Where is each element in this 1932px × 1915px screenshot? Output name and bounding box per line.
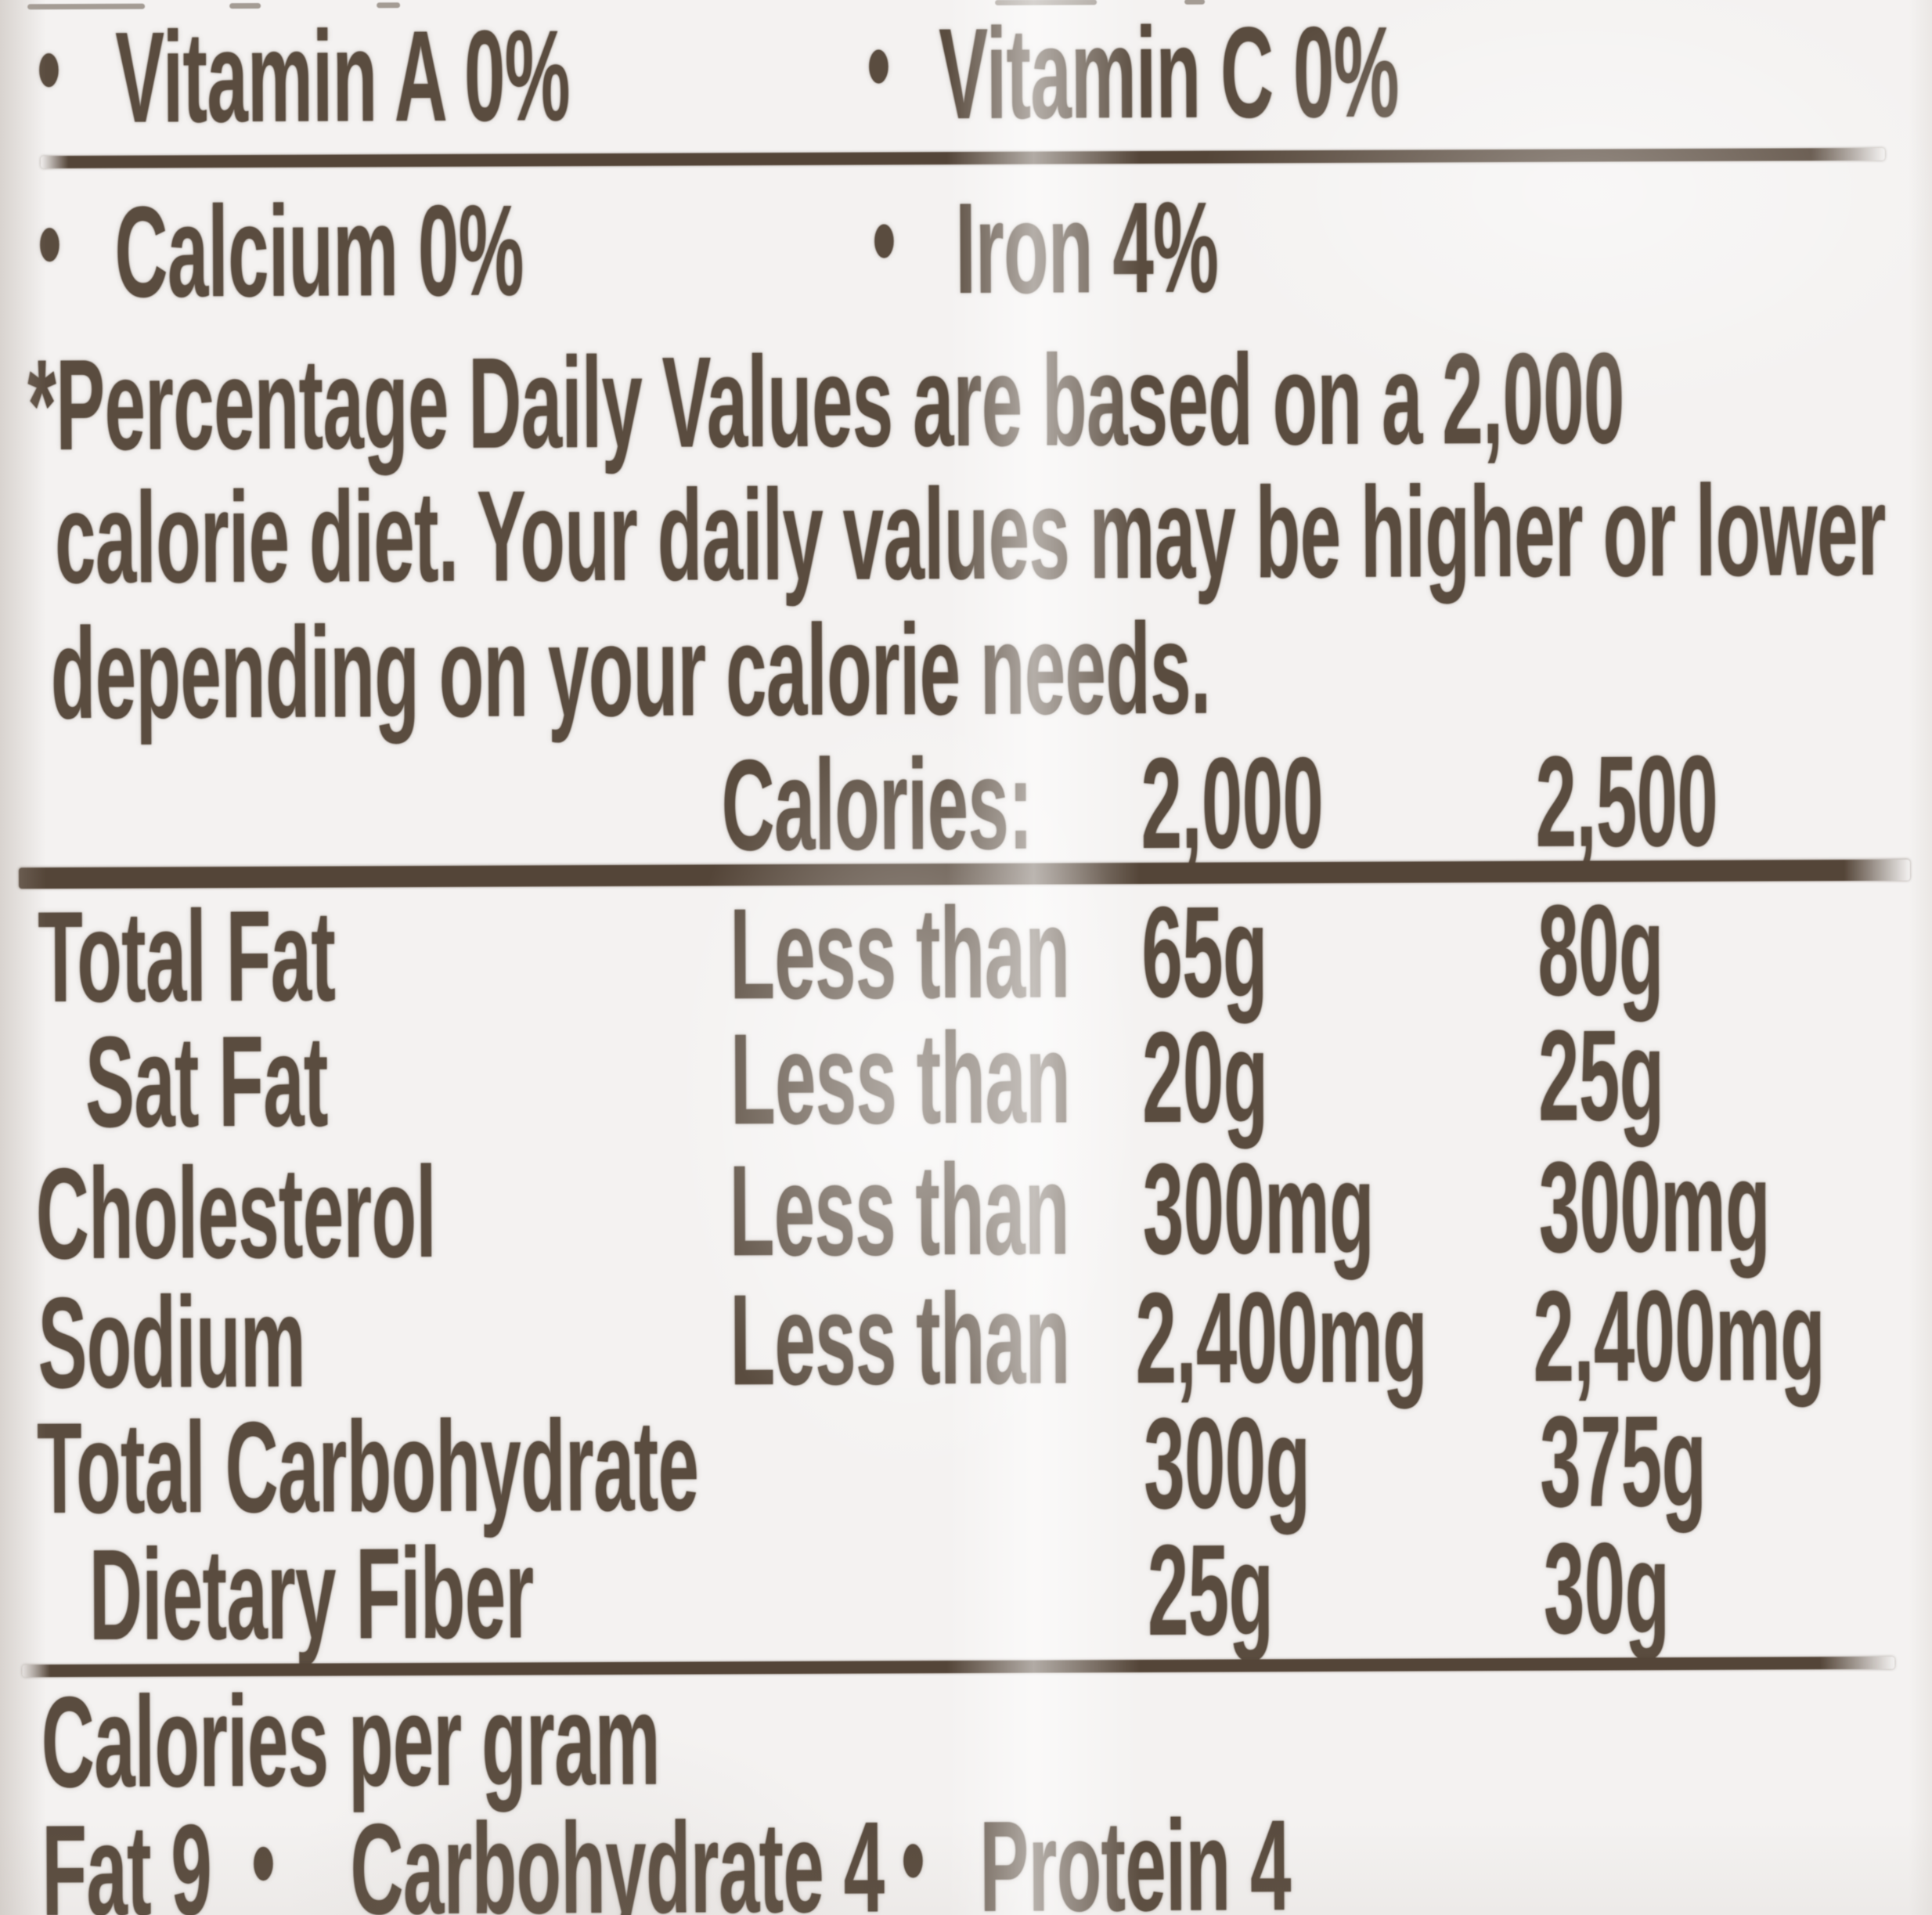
footnote-line-1: *Percentage Daily Values are based on a … <box>27 326 1625 478</box>
dv-header-2000: 2,000 <box>1141 730 1324 876</box>
dv-value-2000: 65g <box>1141 879 1268 1025</box>
dv-nutrient: Total Carbohydrate <box>36 1393 699 1541</box>
calories-per-gram-heading: Calories per gram <box>41 1667 661 1815</box>
dv-value-2000: 300mg <box>1142 1135 1375 1282</box>
dv-header-calories-label: Calories: <box>721 731 1033 878</box>
dv-table-row: Dietary Fiber 25g 30g <box>3 1516 1932 1667</box>
dv-value-2500: 2,400mg <box>1533 1263 1826 1408</box>
footnote-line-3: depending on your calorie needs. <box>50 596 1211 746</box>
divider-rule <box>40 147 1885 169</box>
dv-qualifier: Less than <box>730 1266 1070 1412</box>
calories-per-gram-protein: Protein 4 <box>979 1793 1292 1915</box>
micronutrient-vitamin-a: Vitamin A 0% <box>115 3 571 150</box>
bullet-icon: • <box>38 177 62 309</box>
footnote-line-2: calorie diet. Your daily values may be h… <box>54 457 1887 611</box>
calories-per-gram-fat: Fat 9 <box>41 1798 212 1915</box>
micronutrient-calcium: Calcium 0% <box>114 178 524 324</box>
dv-value-2500: 30g <box>1543 1516 1670 1661</box>
dv-qualifier: Less than <box>729 1137 1070 1283</box>
dv-value-2000: 2,400mg <box>1135 1264 1428 1411</box>
dv-nutrient: Total Fat <box>38 883 336 1030</box>
micronutrient-vitamin-c: Vitamin C 0% <box>939 0 1400 146</box>
dv-value-2500: 80g <box>1537 878 1664 1022</box>
dv-nutrient: Dietary Fiber <box>88 1520 534 1667</box>
dv-value-2500: 300mg <box>1538 1134 1771 1279</box>
bullet-icon: • <box>901 1793 925 1915</box>
dv-table-row: Sodium Less than 2,400mg 2,400mg <box>2 1263 1932 1416</box>
dv-value-2500: 375g <box>1539 1388 1707 1534</box>
dv-qualifier: Less than <box>730 880 1070 1026</box>
dv-header-2500: 2,500 <box>1535 728 1718 874</box>
micronutrient-iron: Iron 4% <box>955 175 1219 321</box>
dv-value-2000: 25g <box>1147 1517 1274 1662</box>
dv-table-row: Total Carbohydrate 300g 375g <box>2 1388 1932 1541</box>
bullet-icon: • <box>867 0 891 131</box>
dv-qualifier: Less than <box>730 1005 1071 1152</box>
dv-nutrient: Cholesterol <box>35 1139 437 1286</box>
dv-value-2000: 20g <box>1141 1004 1268 1150</box>
dv-nutrient: Sat Fat <box>85 1008 329 1154</box>
dv-table-row: Total Fat Less than 65g 80g <box>0 878 1932 1030</box>
bullet-icon: • <box>872 173 896 305</box>
bullet-icon: • <box>251 1795 276 1915</box>
dv-value-2500: 25g <box>1537 1003 1664 1148</box>
dv-nutrient: Sodium <box>38 1269 306 1416</box>
calories-per-gram-carbohydrate: Carbohydrate 4 <box>350 1794 885 1915</box>
dv-value-2000: 300g <box>1143 1390 1310 1536</box>
bullet-icon: • <box>37 2 61 135</box>
dv-table-row: Cholesterol Less than 300mg 300mg <box>1 1134 1932 1286</box>
dv-table-row: Sat Fat Less than 20g 25g <box>1 1003 1932 1154</box>
